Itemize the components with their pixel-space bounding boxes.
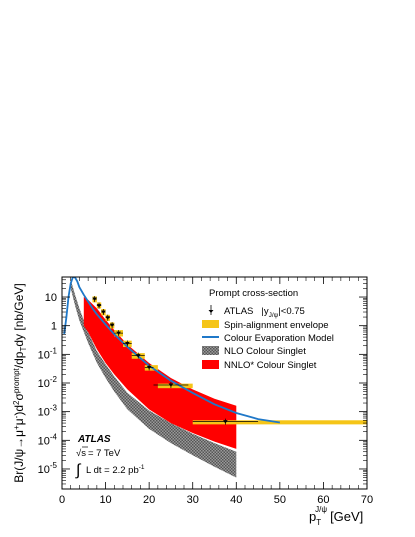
plot-area: [63, 277, 367, 478]
svg-text:ATLAS|yJ/ψ|<0.75: ATLAS |yJ/ψ|<0.75: [224, 306, 305, 319]
svg-text:Spin-alignment envelope: Spin-alignment envelope: [224, 320, 329, 331]
legend-item-cem: Colour Evaporation Model: [202, 333, 334, 344]
data-point-0: [92, 296, 97, 303]
legend-item-nlo: NLO Colour Singlet: [202, 346, 306, 357]
data-point-5: [114, 330, 123, 337]
legend: ATLAS |yJ/ψ|<0.75 Spin-alignment envelope…: [202, 305, 334, 371]
chart-title: Prompt cross-section: [209, 288, 298, 299]
x-tick-label: 50: [274, 494, 286, 506]
x-tick-label: 0: [59, 494, 65, 506]
experiment-label: ATLAS: [77, 434, 111, 445]
y-tick-label: 10-3: [38, 404, 58, 419]
y-tick-label: 10-1: [38, 346, 58, 361]
atlas-annotation: ATLAS √s = 7 TeV ∫ L dt = 2.2 pb-1: [75, 434, 145, 479]
data-point-2: [101, 309, 106, 316]
x-tick-label: 10: [99, 494, 111, 506]
legend-item-spin: Spin-alignment envelope: [202, 320, 329, 331]
y-tick-label: 10-5: [38, 461, 58, 476]
lumi-integral: ∫: [75, 462, 82, 479]
y-tick-label: 10-4: [38, 432, 58, 447]
data-point-4: [109, 322, 115, 329]
legend-item-atlas: ATLAS |yJ/ψ|<0.75: [208, 305, 305, 319]
data-point-6: [123, 340, 132, 347]
y-tick-label: 10-2: [38, 375, 58, 390]
nlo-band: [70, 279, 237, 478]
data-point-10: [192, 418, 259, 425]
svg-text:NNLO* Colour Singlet: NNLO* Colour Singlet: [224, 360, 317, 371]
cem-line: [63, 277, 281, 424]
svg-text:NLO Colour Singlet: NLO Colour Singlet: [224, 346, 306, 357]
x-tick-label: 40: [230, 494, 242, 506]
x-axis-label: pTJ/ψ [GeV]: [309, 505, 363, 527]
x-tick-label: 70: [361, 494, 373, 506]
y-tick-label: 10: [45, 292, 57, 304]
x-tick-label: 30: [187, 494, 199, 506]
svg-text:Colour Evaporation Model: Colour Evaporation Model: [224, 333, 334, 344]
x-tick-label: 20: [143, 494, 155, 506]
data-point-8: [144, 364, 154, 371]
data-point-9: [153, 382, 189, 389]
data-point-3: [105, 314, 111, 321]
legend-item-nnlo: NNLO* Colour Singlet: [202, 360, 317, 371]
y-tick-label: 1: [51, 321, 57, 333]
energy-label: √s = 7 TeV: [76, 448, 121, 459]
axes: 0 10 20 30 40 50 60 70 10-5 10-4 10-3 10-2 10-1 1 10: [38, 276, 373, 506]
x-tick-label: 60: [317, 494, 329, 506]
data-point-1: [96, 302, 102, 309]
lumi-label: L dt = 2.2 pb-1: [86, 464, 145, 476]
spin-envelope-box-9: [157, 383, 193, 389]
data-point-7: [131, 352, 145, 359]
y-axis-label: Br(J/ψ→μ+μ-)d2σprompt/dpTdy [nb/GeV]: [12, 283, 28, 482]
